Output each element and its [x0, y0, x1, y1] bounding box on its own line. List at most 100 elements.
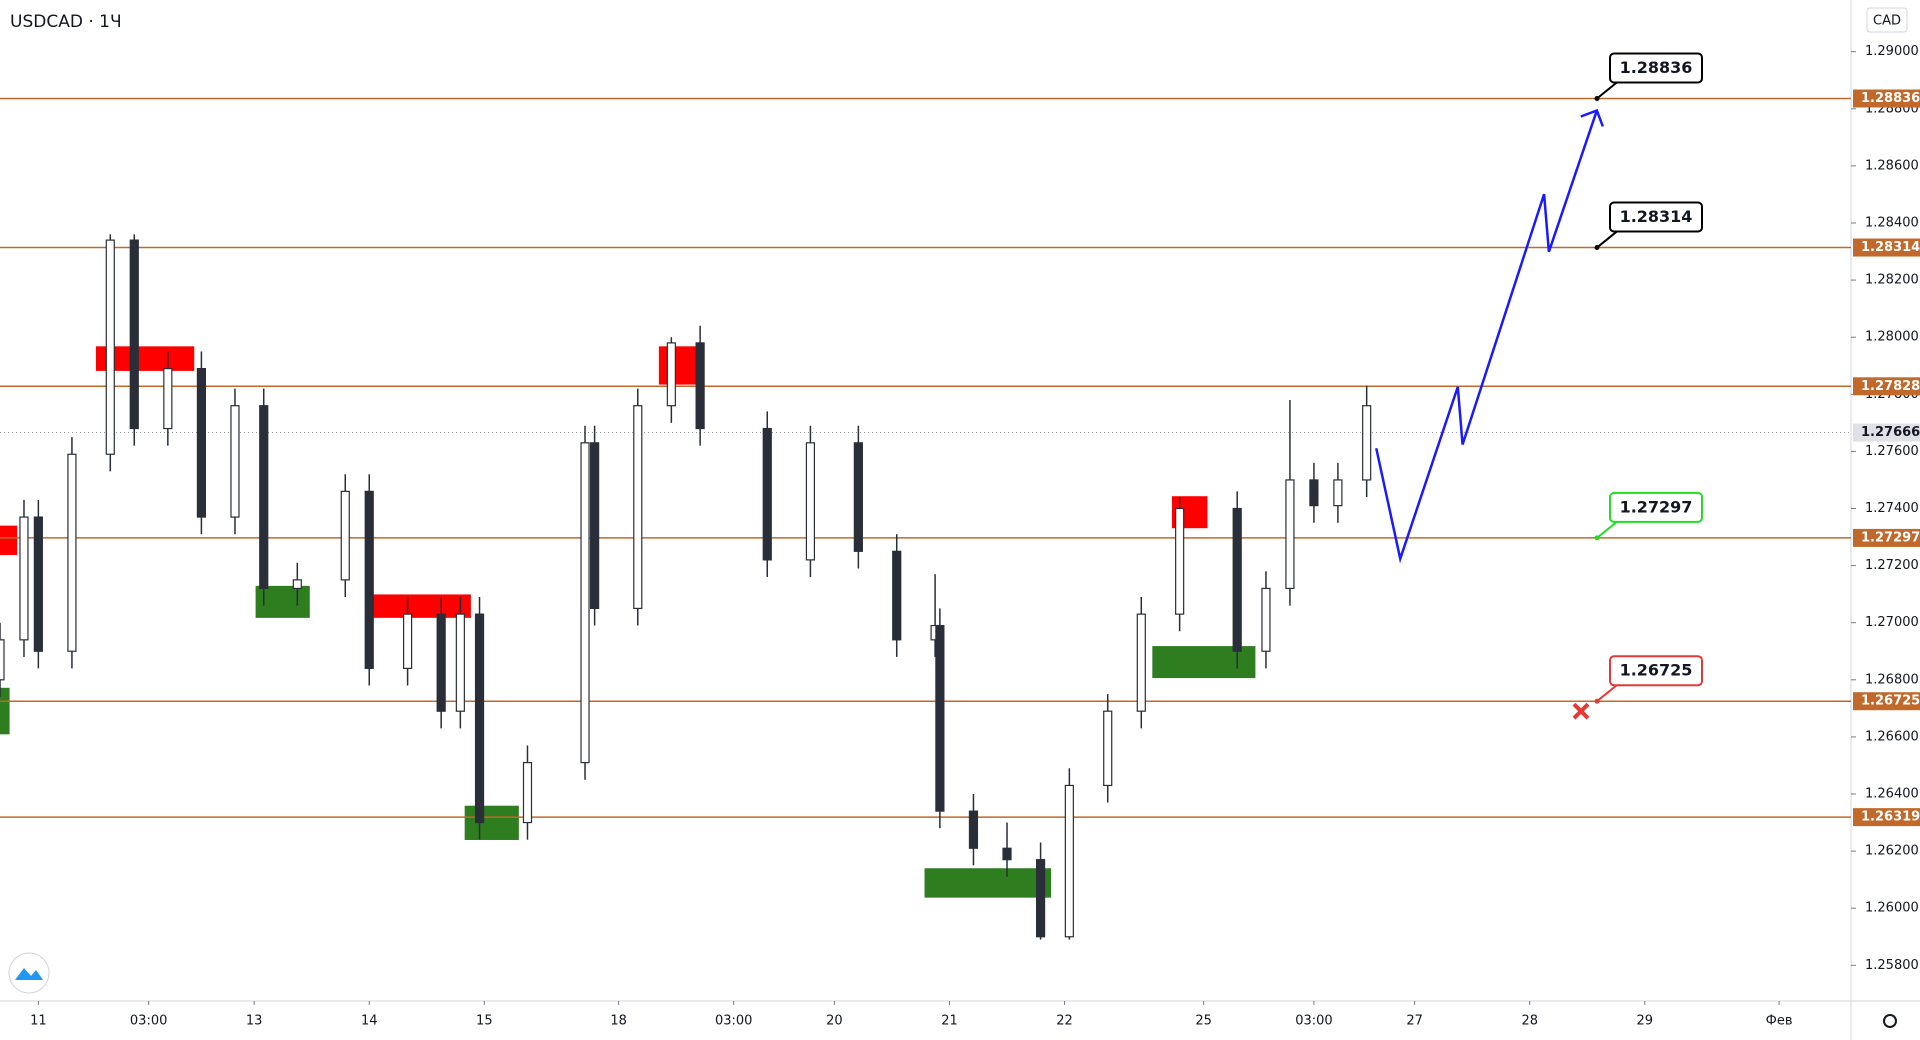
- level-tag: [1853, 528, 1920, 547]
- current-price-tag: [1853, 423, 1920, 442]
- logo-circle[interactable]: [8, 952, 50, 994]
- x-tick-label: 22: [1056, 1014, 1073, 1029]
- callout-anchor: [1594, 535, 1600, 541]
- candle-body: [259, 405, 269, 590]
- candle-body: [1103, 710, 1113, 787]
- x-tick-label: Фев: [1766, 1014, 1793, 1029]
- y-tick-label: 1.27600: [1865, 444, 1919, 459]
- candle-body: [1309, 479, 1319, 507]
- callout-anchor: [1594, 96, 1600, 102]
- callout-box: [1609, 491, 1703, 523]
- zone: [924, 868, 1052, 898]
- candle-body: [968, 810, 979, 849]
- x-tick-label: 21: [941, 1014, 958, 1029]
- forecast-line: [1375, 110, 1599, 564]
- level-tag-label: 1.26319: [1861, 810, 1920, 825]
- candle-body: [1002, 847, 1012, 861]
- x-tick-label: 28: [1521, 1014, 1538, 1029]
- y-tick-label: 1.28600: [1865, 158, 1919, 173]
- level-tag-label: 1.28836: [1861, 91, 1920, 106]
- zone: [0, 525, 18, 556]
- level-tag-label: 1.26725: [1861, 694, 1920, 709]
- candle-body: [580, 442, 590, 764]
- y-tick-label: 1.26400: [1865, 787, 1919, 802]
- callout-label: 1.28314: [1620, 207, 1693, 226]
- candle-body: [666, 342, 676, 407]
- callout-anchor: [1594, 698, 1600, 704]
- candle-body: [0, 639, 5, 681]
- zone: [372, 594, 471, 618]
- callout-box: [1609, 655, 1703, 687]
- y-tick-label: 1.26000: [1865, 901, 1919, 916]
- y-tick-label: 1.26600: [1865, 729, 1919, 744]
- y-tick-label: 1.27000: [1865, 615, 1919, 630]
- gear[interactable]: [1883, 1014, 1897, 1028]
- candle-body: [474, 613, 485, 824]
- y-tick-label: 1.27200: [1865, 558, 1919, 573]
- level-tag: [1853, 808, 1920, 827]
- x-tick-label: 03:00: [130, 1014, 167, 1029]
- candle-body: [196, 367, 207, 518]
- candle-body: [163, 367, 173, 430]
- candle-body: [1261, 587, 1271, 652]
- settings-icon[interactable]: [1883, 1014, 1897, 1028]
- candle-body: [1362, 405, 1372, 481]
- x-tick-label: 25: [1195, 1014, 1212, 1029]
- zone: [255, 585, 310, 618]
- x-tick-label: 15: [476, 1014, 493, 1029]
- y-tick-label: 1.25800: [1865, 958, 1919, 973]
- candle-body: [67, 453, 77, 652]
- currency-box[interactable]: [1866, 7, 1908, 33]
- candle-body: [105, 239, 115, 455]
- forecast-arrowhead: [1580, 108, 1605, 127]
- y-tick-label: 1.28000: [1865, 330, 1919, 345]
- stop-marker: [1572, 702, 1590, 720]
- candle-body: [695, 342, 705, 430]
- candle-body: [1035, 859, 1046, 938]
- level-tag: [1853, 377, 1920, 396]
- callout-label: 1.26725: [1620, 661, 1693, 680]
- x-tick-label: 27: [1406, 1014, 1423, 1029]
- logo-icon: [15, 968, 43, 980]
- candle-body: [403, 613, 413, 669]
- candle-body: [762, 427, 772, 561]
- x-tick-label: 13: [246, 1014, 263, 1029]
- candle-body: [892, 550, 902, 641]
- chart-title: USDCAD · 1Ч: [10, 12, 122, 32]
- level-tag: [1853, 89, 1920, 108]
- x-tick-label: 29: [1637, 1014, 1654, 1029]
- logo[interactable]: [8, 952, 50, 994]
- candle-body: [522, 761, 533, 824]
- currency: CAD: [1873, 14, 1901, 29]
- x-tick-label: 03:00: [715, 1014, 752, 1029]
- candle-body: [455, 613, 465, 712]
- callout-box: [1609, 201, 1703, 233]
- candle-body: [590, 442, 600, 610]
- candle-body: [19, 516, 29, 641]
- callout-label: 1.27297: [1620, 497, 1693, 516]
- x-tick-label: 20: [826, 1014, 843, 1029]
- candle-body: [1333, 479, 1343, 507]
- y-tick-label: 1.26200: [1865, 844, 1919, 859]
- callout-anchor: [1594, 245, 1600, 251]
- y-tick-label: 1.28200: [1865, 273, 1919, 288]
- zone: [0, 687, 10, 735]
- candle-body: [1136, 613, 1146, 712]
- x-tick-label: 18: [610, 1014, 627, 1029]
- callout-box: [1609, 52, 1703, 84]
- candle-body: [436, 613, 446, 712]
- y-tick-label: 1.26800: [1865, 672, 1919, 687]
- zone: [464, 805, 519, 840]
- candle-body: [805, 442, 816, 561]
- level-tag: [1853, 692, 1920, 711]
- candle-body: [633, 405, 643, 610]
- y-tick-label: 1.27400: [1865, 501, 1919, 516]
- x-tick-label: 14: [361, 1014, 378, 1029]
- y-tick-label: 1.29000: [1865, 44, 1919, 59]
- level-tag-label: 1.27297: [1861, 530, 1920, 545]
- candle-body: [129, 239, 139, 430]
- level-tag: [1853, 238, 1920, 257]
- candle-body: [1232, 507, 1242, 652]
